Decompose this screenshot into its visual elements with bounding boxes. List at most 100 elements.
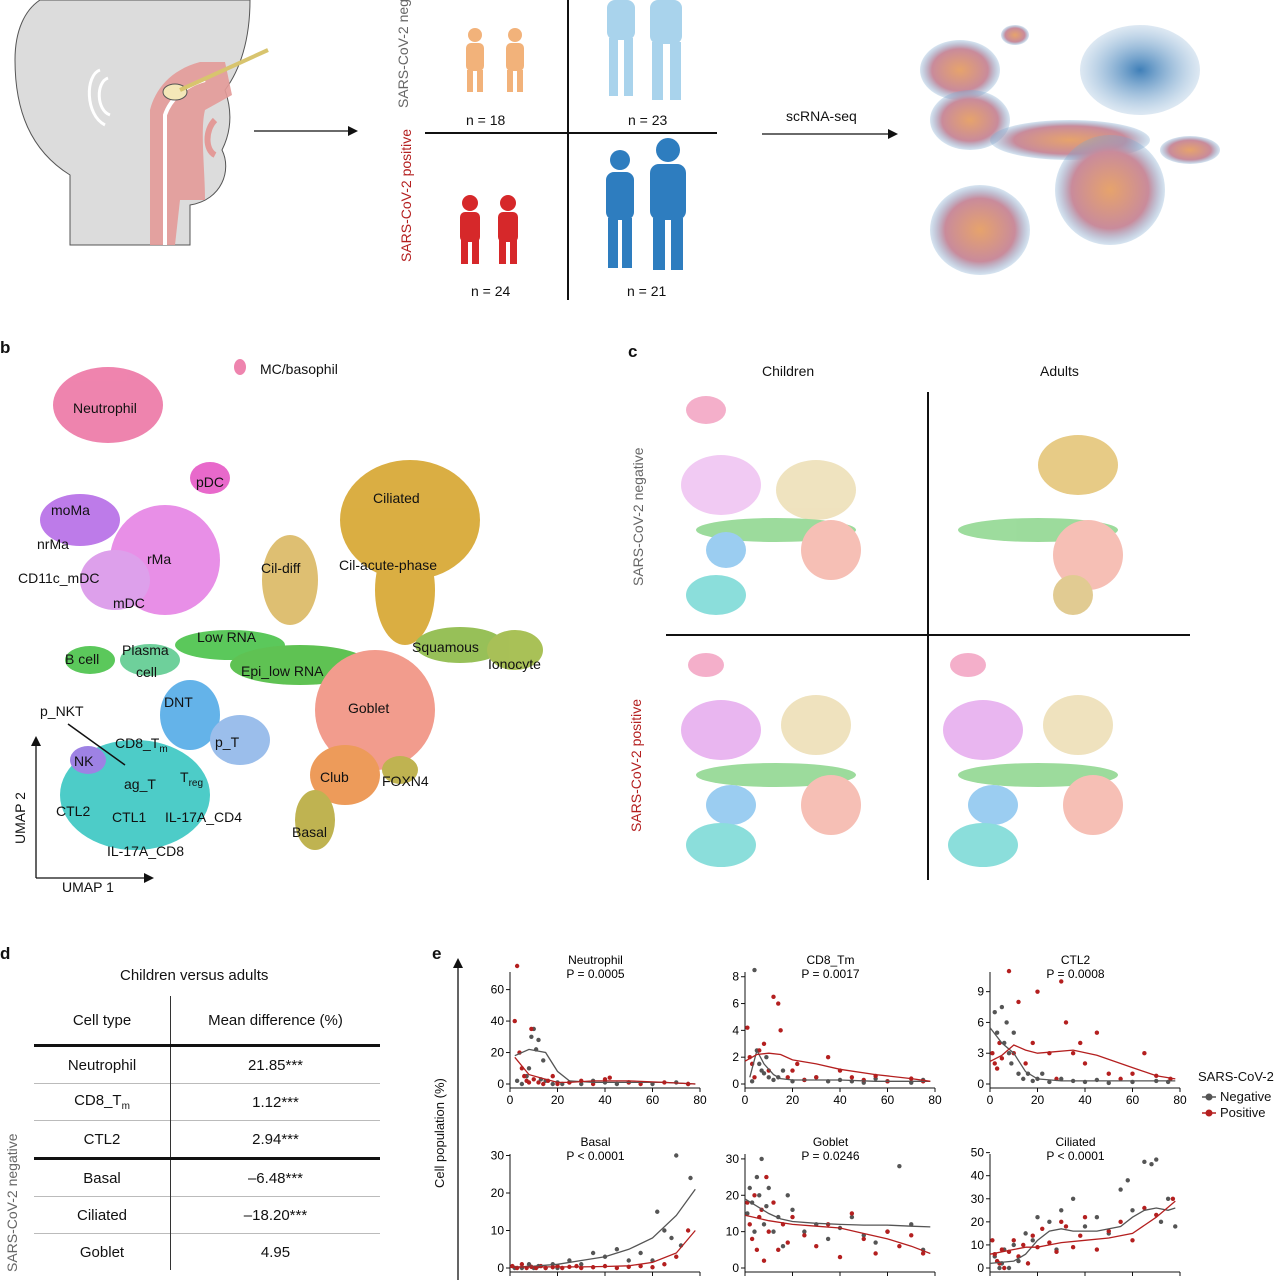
count-neg-children: n = 18 [466, 112, 506, 128]
point-negative [825, 1236, 831, 1242]
col-header-cell-type: Cell type [34, 996, 171, 1046]
plot-x-tick-label: 40 [598, 1093, 612, 1107]
table-row: Ciliated –18.20*** [34, 1196, 380, 1234]
plot-y-tick-label: 2 [732, 1050, 739, 1064]
count-neg-adults: n = 23 [628, 112, 668, 128]
y-axis-arrow [453, 958, 463, 1280]
cluster-label: FOXN4 [382, 773, 429, 789]
row-label-positive: SARS-CoV-2 positive [628, 698, 644, 832]
point-negative [1158, 1219, 1164, 1225]
point-positive [771, 1200, 776, 1205]
point-negative [579, 1081, 584, 1087]
cluster-label: Squamous [412, 639, 479, 655]
cluster-label: moMa [51, 502, 90, 518]
positive-row-label: SARS-CoV-2 positive [398, 128, 414, 262]
point-negative [780, 1068, 786, 1073]
plot-title: Goblet [813, 1135, 849, 1149]
point-positive [1063, 1224, 1069, 1229]
point-positive [771, 994, 776, 1000]
trend-line-negative [509, 1188, 696, 1268]
point-negative [1130, 1208, 1135, 1213]
point-negative [745, 1211, 750, 1216]
trend-line-positive [509, 1230, 696, 1268]
point-negative [1023, 1231, 1028, 1236]
plot-y-tick-label: 10 [491, 1224, 505, 1238]
trend-line-positive [989, 1044, 1176, 1080]
point-positive [814, 1075, 819, 1080]
plot-y-tick-label: 9 [977, 985, 984, 999]
plot-x-tick-label: 40 [833, 1093, 847, 1107]
plot-y-tick-label: 0 [977, 1077, 984, 1091]
point-negative [1004, 1020, 1009, 1025]
point-positive [802, 1233, 807, 1238]
point-positive [764, 1174, 769, 1180]
trend-line-negative [744, 1198, 931, 1228]
point-negative [1047, 1079, 1052, 1085]
point-positive [790, 1068, 795, 1073]
point-positive [785, 1075, 790, 1080]
point-positive [1082, 1061, 1088, 1066]
point-positive [776, 1001, 781, 1006]
point-negative [997, 1265, 1002, 1271]
plot-y-tick-label: 20 [491, 1046, 505, 1060]
plot-title: Ciliated [1055, 1135, 1095, 1149]
plot-title: Neutrophil [568, 953, 623, 967]
trend-line-negative [749, 1048, 931, 1082]
umap-overview [920, 25, 1220, 275]
point-positive [1016, 999, 1021, 1005]
plot-y-tick-label: 30 [491, 1149, 505, 1163]
cluster-label: cell [136, 664, 158, 680]
table-row: Basal –6.48*** [34, 1157, 380, 1197]
cluster-label: ag_T [124, 776, 156, 792]
plot-y-tick-label: 10 [726, 1225, 740, 1239]
plot-p-value: P = 0.0008 [1046, 967, 1104, 981]
point-positive [1059, 979, 1064, 984]
point-negative [909, 1222, 914, 1227]
point-positive [745, 1025, 750, 1030]
point-positive [1002, 1265, 1007, 1271]
point-negative [626, 1258, 631, 1263]
umap2-axis-label: UMAP 2 [12, 792, 28, 844]
plot-y-tick-label: 0 [977, 1261, 984, 1275]
point-positive [1078, 1040, 1083, 1046]
point-positive [1082, 1215, 1088, 1220]
plot-x-tick-label: 40 [1078, 1093, 1092, 1107]
plot-y-tick-label: 8 [732, 970, 739, 984]
point-negative [1125, 1178, 1130, 1183]
point-positive [529, 1026, 534, 1032]
cluster-label: CD11c_mDC [18, 570, 100, 586]
table-row: CTL2 2.94*** [34, 1120, 380, 1159]
point-negative [536, 1037, 541, 1043]
point-negative [674, 1153, 679, 1158]
point-negative [1047, 1219, 1052, 1225]
point-negative [764, 1203, 769, 1209]
point-positive [1025, 1261, 1031, 1266]
plot-title: Basal [580, 1135, 610, 1149]
trend-line-positive [514, 1056, 696, 1085]
point-negative [688, 1175, 693, 1181]
plot-x-tick-label: 20 [551, 1093, 565, 1107]
point-negative [1021, 1076, 1026, 1082]
plot-y-tick-label: 20 [726, 1188, 740, 1202]
point-positive [1040, 1226, 1045, 1231]
legend-negative: Negative [1220, 1089, 1272, 1104]
point-positive [526, 1080, 532, 1085]
point-positive [747, 1222, 752, 1227]
point-positive [1070, 1245, 1076, 1250]
point-positive [536, 1080, 541, 1085]
legend-title: SARS-CoV-2 [1198, 1069, 1274, 1084]
table-side-label: SARS-CoV-2 negative [4, 1133, 20, 1272]
col-label-adults: Adults [1040, 363, 1079, 379]
plot-y-tick-label: 40 [491, 1014, 505, 1028]
table-row: Goblet 4.95 [34, 1233, 380, 1270]
point-negative [614, 1247, 620, 1252]
point-positive [1118, 1219, 1123, 1225]
point-positive [674, 1254, 679, 1259]
point-positive [990, 1238, 995, 1243]
point-positive [766, 1068, 771, 1073]
point-positive [638, 1263, 643, 1269]
umap1-axis-label: UMAP 1 [62, 879, 114, 895]
point-negative [655, 1209, 660, 1214]
point-positive [897, 1243, 902, 1249]
point-positive [1130, 1071, 1135, 1076]
